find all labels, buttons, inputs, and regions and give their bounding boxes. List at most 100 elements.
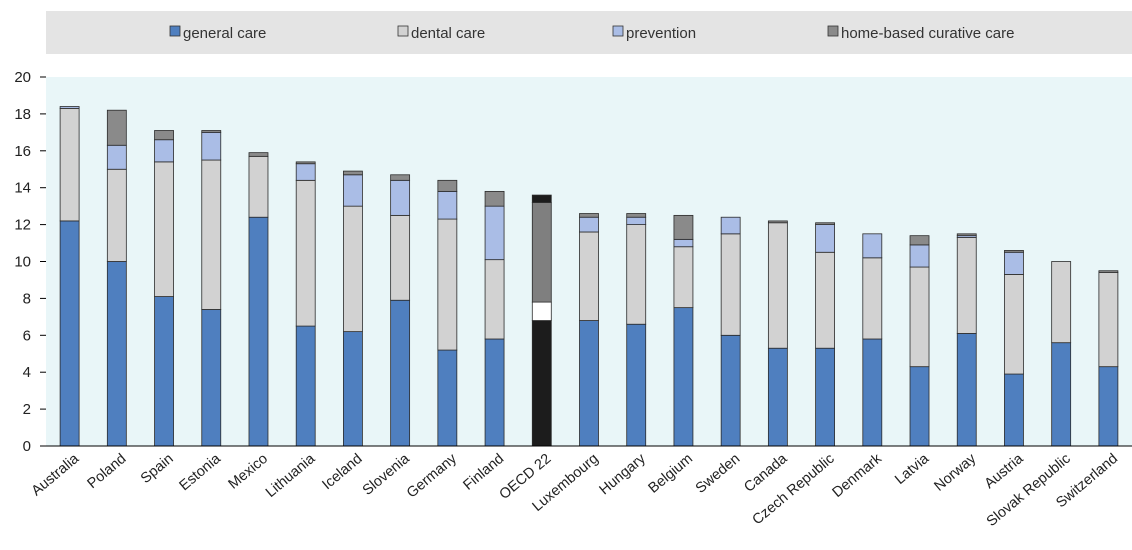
bar-spain-dental-care xyxy=(154,161,174,297)
bar-stack-belgium xyxy=(673,214,694,447)
bar-luxembourg-dental-care xyxy=(579,231,599,321)
bar-belgium-dental-care xyxy=(673,246,694,309)
bar-stack-finland xyxy=(484,190,505,447)
bar-stack-hungary xyxy=(626,213,647,447)
bar-germany-prevention xyxy=(437,190,458,220)
bar-austria-dental-care xyxy=(1004,274,1024,375)
bar-iceland-prevention xyxy=(343,174,363,207)
bar-estonia-dental-care xyxy=(201,159,222,310)
bar-oecd-22-general-care xyxy=(531,320,552,447)
bar-iceland-dental-care xyxy=(343,205,363,333)
bar-lithuania-general-care xyxy=(295,325,316,447)
bar-finland-general-care xyxy=(484,338,505,447)
bar-australia-general-care xyxy=(59,220,80,447)
bar-norway-dental-care xyxy=(956,237,977,334)
bar-mexico-general-care xyxy=(248,216,269,447)
bar-luxembourg-general-care xyxy=(579,320,599,447)
bar-poland-dental-care xyxy=(106,168,127,262)
bar-latvia-prevention xyxy=(909,244,930,268)
x-label-lithuania: Lithuania xyxy=(263,450,319,501)
bar-czech-republic-general-care xyxy=(815,347,835,447)
bar-stack-oecd-22 xyxy=(531,194,552,447)
y-tick-label-10: 10 xyxy=(14,254,31,271)
bar-germany-home-based-curative-care xyxy=(437,179,458,192)
bar-luxembourg-home-based-curative-care xyxy=(579,213,599,218)
bar-mexico-home-based-curative-care xyxy=(248,152,269,157)
bar-sweden-dental-care xyxy=(720,233,741,336)
x-label-poland: Poland xyxy=(85,451,130,492)
bar-stack-lithuania xyxy=(295,161,316,447)
bar-switzerland-home-based-curative-care xyxy=(1098,270,1119,273)
bar-stack-mexico xyxy=(248,152,269,447)
bar-oecd-22-cap xyxy=(531,194,552,203)
bar-canada-home-based-curative-care xyxy=(767,220,788,224)
bar-stack-estonia xyxy=(201,130,222,447)
x-label-iceland: Iceland xyxy=(319,451,365,493)
legend-swatch-prevention xyxy=(612,25,624,37)
x-label-spain: Spain xyxy=(138,451,177,487)
bar-estonia-home-based-curative-care xyxy=(201,130,222,133)
bar-oecd-22-prevention xyxy=(531,301,552,321)
bar-czech-republic-home-based-curative-care xyxy=(815,222,835,226)
bar-belgium-prevention xyxy=(673,238,694,248)
bar-hungary-prevention xyxy=(626,216,647,226)
bar-stack-germany xyxy=(437,179,458,447)
y-tick-label-4: 4 xyxy=(23,364,31,381)
x-axis-labels: Australia Poland Spain Estonia MexicoLithuan… xyxy=(29,450,1121,530)
bar-denmark-general-care xyxy=(862,338,883,447)
bar-estonia-prevention xyxy=(201,131,222,161)
bar-stack-spain xyxy=(154,130,174,447)
y-tick-label-16: 16 xyxy=(14,143,31,160)
bar-poland-general-care xyxy=(106,261,127,447)
y-tick-label-8: 8 xyxy=(23,290,31,307)
x-label-denmark: Denmark xyxy=(830,450,886,501)
bar-slovenia-dental-care xyxy=(390,214,411,301)
bar-poland-home-based-curative-care xyxy=(106,109,127,146)
bar-sweden-general-care xyxy=(720,334,741,447)
bar-stack-czech-republic xyxy=(815,222,835,447)
bar-belgium-general-care xyxy=(673,307,694,447)
bar-canada-general-care xyxy=(767,347,788,447)
legend-label-general-care: general care xyxy=(183,25,266,42)
bar-hungary-dental-care xyxy=(626,224,647,325)
bar-hungary-general-care xyxy=(626,323,647,447)
x-label-hungary: Hungary xyxy=(597,450,650,498)
bar-czech-republic-dental-care xyxy=(815,251,835,349)
bar-mexico-dental-care xyxy=(248,155,269,218)
bar-sweden-prevention xyxy=(720,216,741,235)
bar-spain-general-care xyxy=(154,296,174,447)
bar-stack-austria xyxy=(1004,250,1024,447)
bar-stack-denmark xyxy=(862,233,883,447)
bar-iceland-general-care xyxy=(343,331,363,447)
bar-stack-slovenia xyxy=(390,174,411,447)
bar-germany-general-care xyxy=(437,349,458,447)
bar-stack-canada xyxy=(767,220,788,447)
bar-finland-prevention xyxy=(484,205,505,261)
x-label-czech-republic: Czech Republic xyxy=(750,451,838,529)
y-tick-label-6: 6 xyxy=(23,327,31,344)
bar-stack-switzerland xyxy=(1098,270,1119,447)
bar-stack-latvia xyxy=(909,235,930,447)
bar-stack-slovak-republic xyxy=(1051,261,1072,447)
x-label-germany: Germany xyxy=(404,450,461,501)
bar-stack-poland xyxy=(106,109,127,447)
bar-slovak-republic-dental-care xyxy=(1051,261,1072,344)
x-label-australia: Australia xyxy=(29,450,83,499)
bar-hungary-home-based-curative-care xyxy=(626,213,647,218)
bar-stack-australia xyxy=(59,106,80,447)
bar-switzerland-dental-care xyxy=(1098,272,1119,368)
y-tick-label-0: 0 xyxy=(23,438,31,455)
x-label-estonia: Estonia xyxy=(176,450,224,494)
legend: general care dental care prevention home-ba… xyxy=(169,25,1014,42)
y-axis: 0 2 4 6 8 10 12 14 16 18 20 xyxy=(14,69,46,455)
bar-denmark-dental-care xyxy=(862,257,883,340)
bar-slovenia-prevention xyxy=(390,179,411,216)
legend-swatch-general-care xyxy=(169,25,181,37)
bar-switzerland-general-care xyxy=(1098,366,1119,447)
y-tick-label-12: 12 xyxy=(14,217,31,234)
bar-stack-sweden xyxy=(720,216,741,447)
bar-denmark-prevention xyxy=(862,233,883,259)
x-label-sweden: Sweden xyxy=(693,451,743,497)
bar-estonia-general-care xyxy=(201,309,222,447)
